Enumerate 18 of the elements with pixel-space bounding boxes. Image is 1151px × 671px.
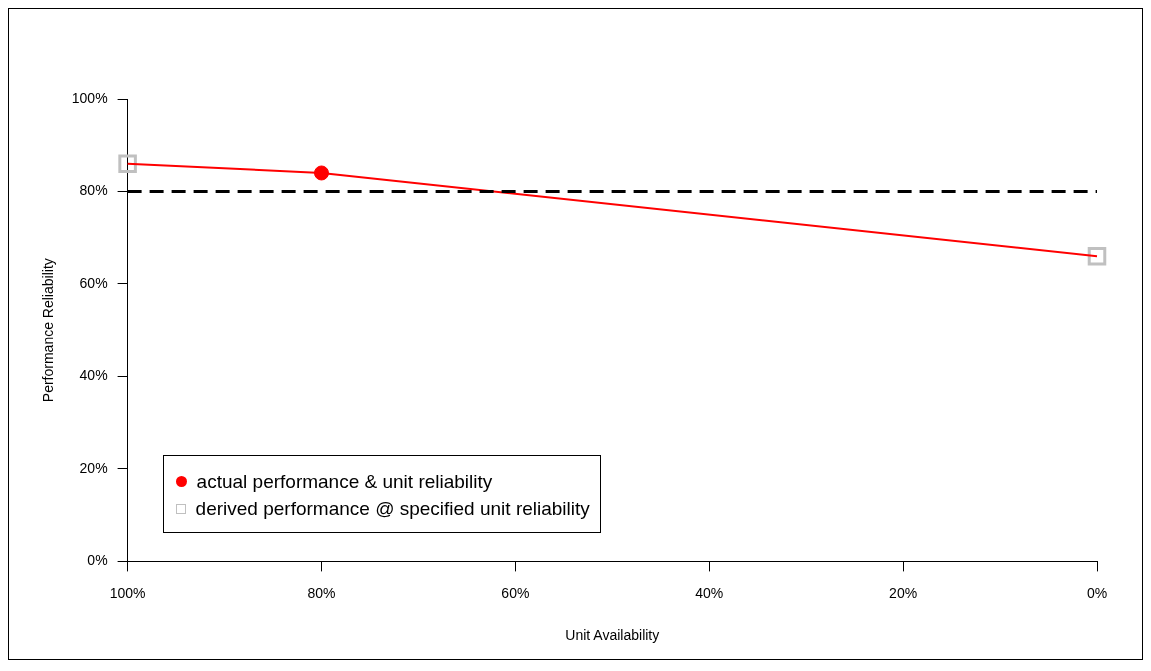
y-tick-label: 100% xyxy=(71,89,108,106)
x-tick-label: 60% xyxy=(501,584,530,601)
y-tick-label: 60% xyxy=(79,274,108,291)
legend-label: derived performance @ specified unit reliability xyxy=(195,497,590,522)
x-tick-label: 80% xyxy=(307,584,336,601)
x-tick-label: 40% xyxy=(695,584,724,601)
y-tick-label: 80% xyxy=(79,182,108,199)
y-tick-label: 20% xyxy=(79,459,108,476)
x-axis-title: Unit Availability xyxy=(565,627,660,644)
y-axis-title: Performance Reliability xyxy=(40,258,57,403)
point xyxy=(118,154,137,174)
point xyxy=(1087,246,1107,266)
y-tick-label: 40% xyxy=(79,367,108,384)
y-tick-label: 0% xyxy=(87,552,108,569)
x-tick-label: 0% xyxy=(1086,584,1108,601)
x-tick-label: 20% xyxy=(889,584,918,601)
x-tick-label: 100% xyxy=(109,584,146,601)
legend-label: actual performance & unit reliability xyxy=(196,470,493,495)
